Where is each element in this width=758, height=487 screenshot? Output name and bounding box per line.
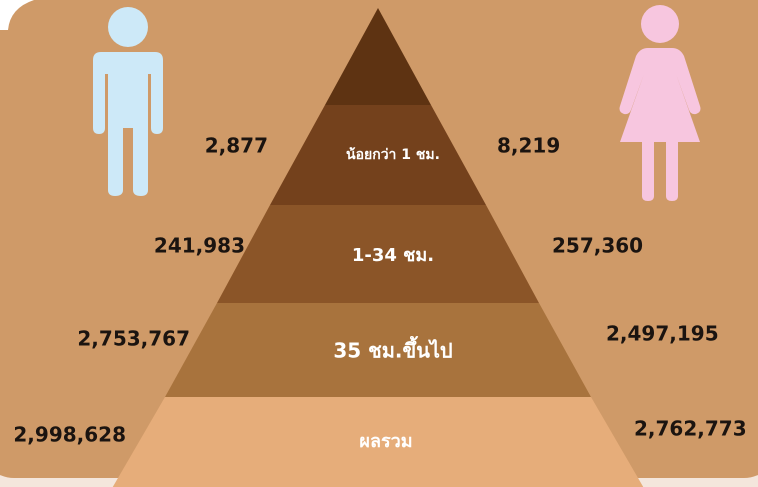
male-value: 241,983 bbox=[154, 234, 245, 258]
male-value: 2,877 bbox=[205, 134, 268, 158]
female-value: 2,762,773 bbox=[634, 417, 747, 441]
row-label: 1-34 ชม. bbox=[352, 245, 434, 266]
female-value: 2,497,195 bbox=[606, 322, 719, 346]
male-value: 2,998,628 bbox=[13, 423, 126, 447]
pyramid-layer bbox=[325, 8, 431, 105]
pyramid-layer bbox=[270, 105, 486, 205]
female-value: 8,219 bbox=[497, 134, 560, 158]
row-label: 35 ชม.ขึ้นไป bbox=[333, 336, 452, 363]
pyramid-layer bbox=[217, 205, 539, 303]
row-label: ผลรวม bbox=[359, 431, 412, 452]
row-label: น้อยกว่า 1 ชม. bbox=[346, 147, 440, 163]
pyramid-layer bbox=[165, 303, 591, 397]
female-value: 257,360 bbox=[552, 234, 643, 258]
male-icon bbox=[93, 7, 163, 196]
female-icon bbox=[619, 5, 701, 201]
pyramid-layer bbox=[112, 397, 644, 487]
male-value: 2,753,767 bbox=[77, 327, 190, 351]
corner-decoration bbox=[0, 0, 34, 30]
